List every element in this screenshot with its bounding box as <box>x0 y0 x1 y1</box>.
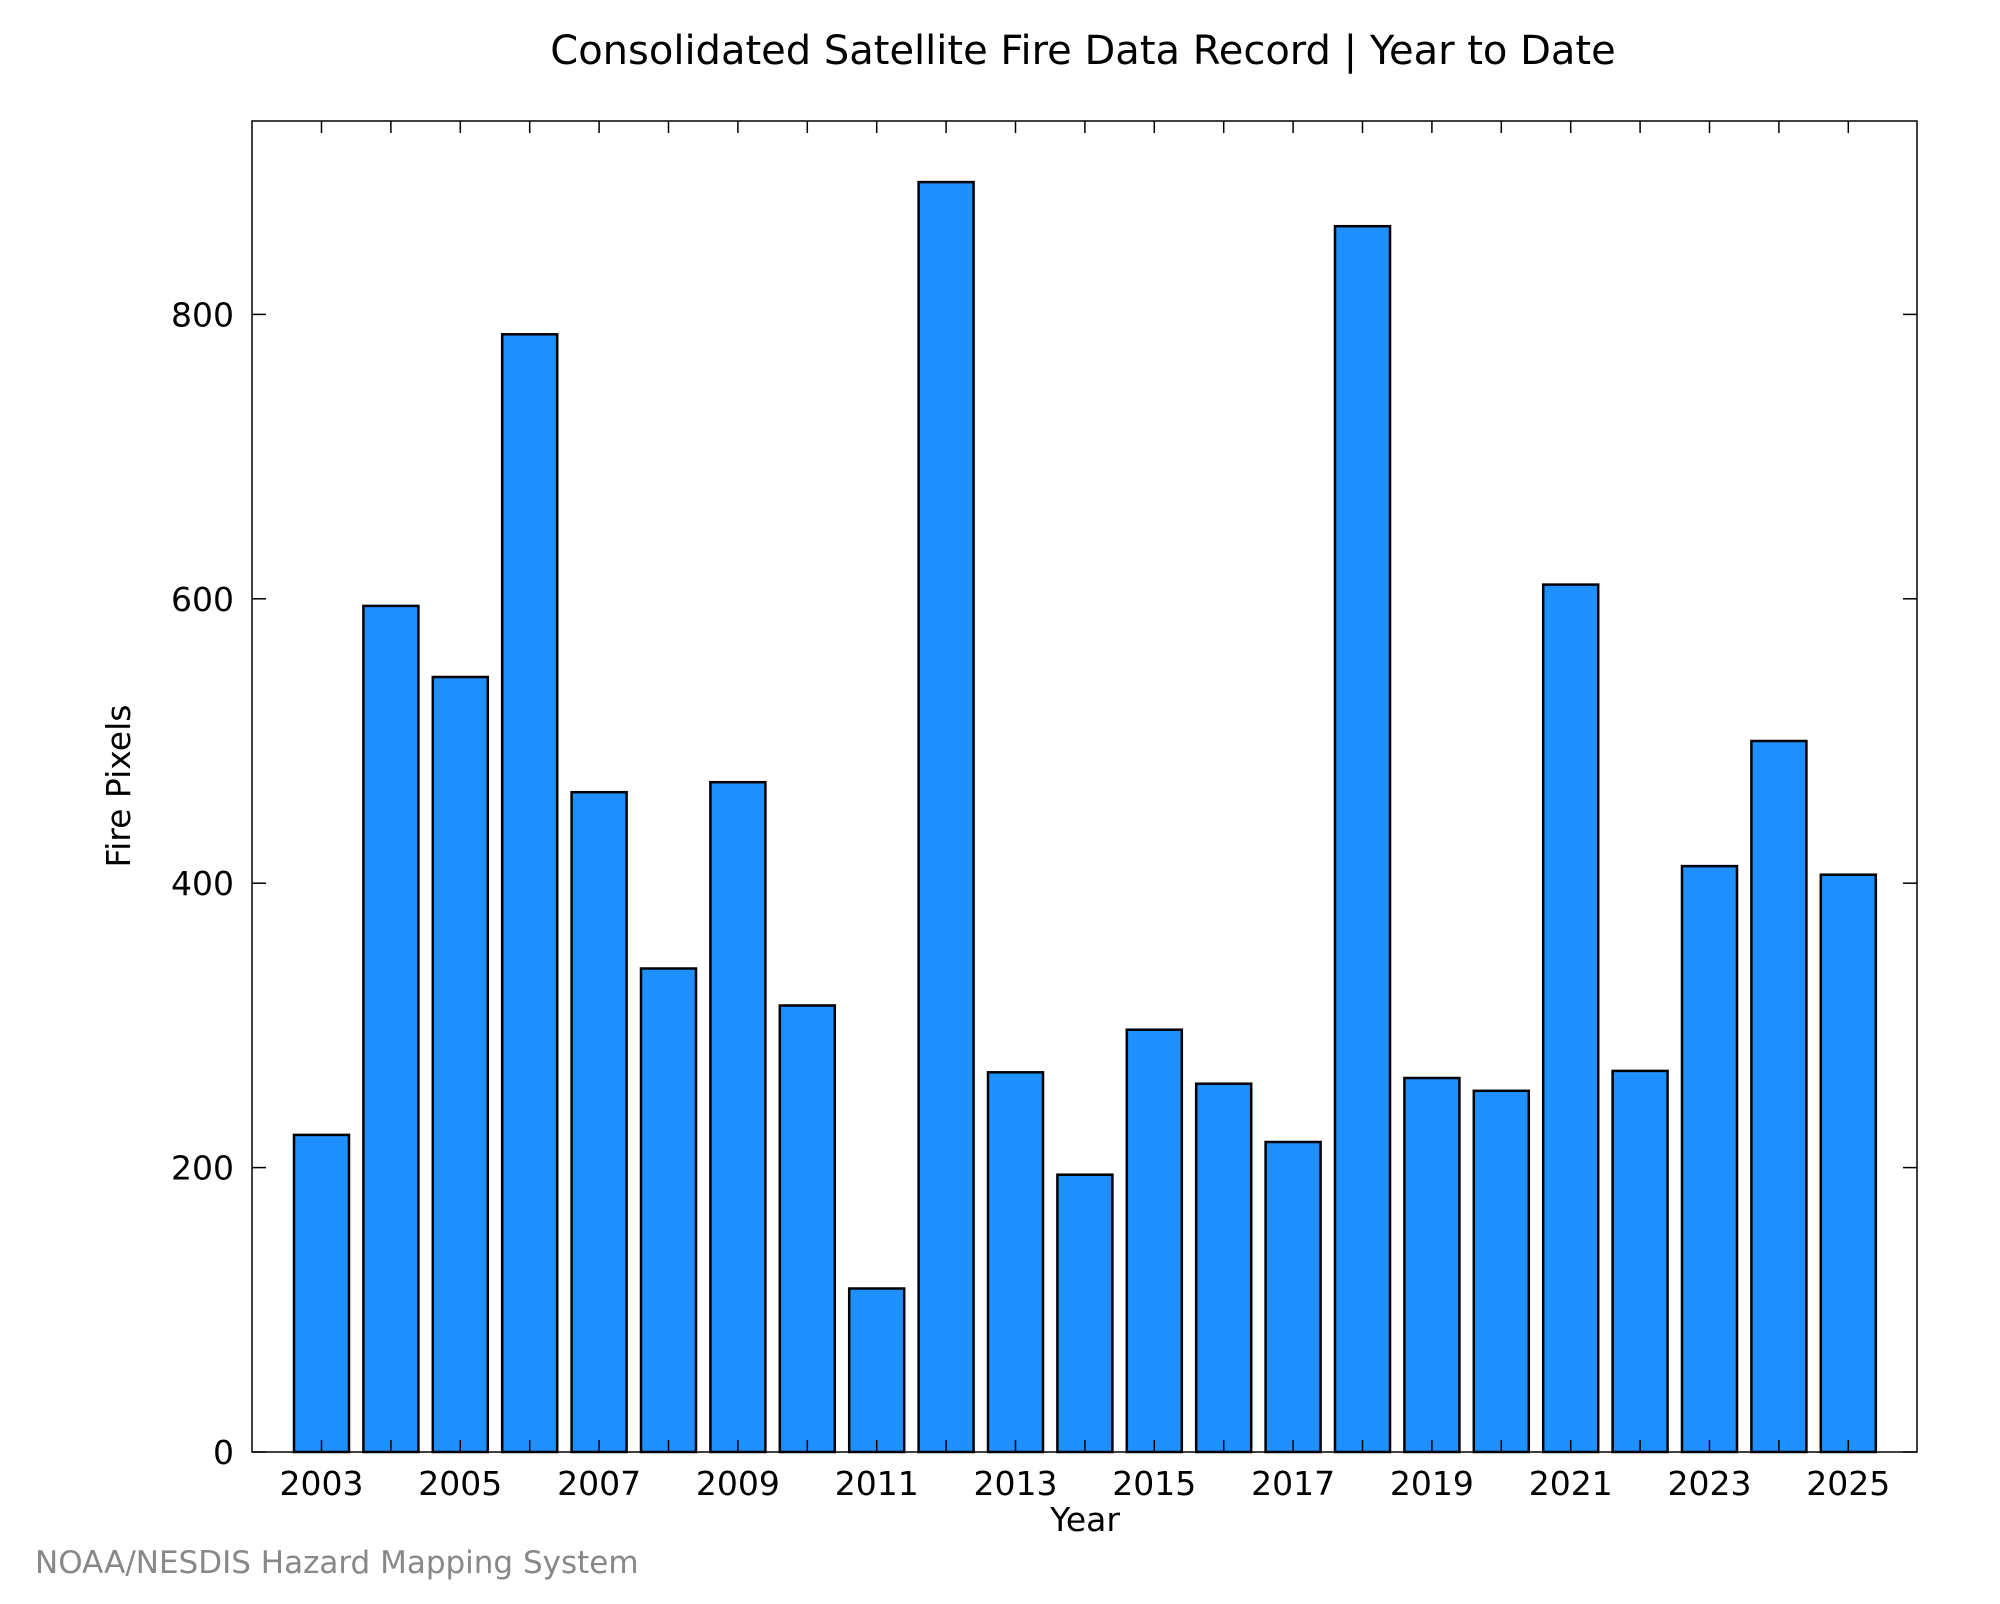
bar-2011 <box>847 1287 906 1454</box>
x-tick-label-2021: 2021 <box>1529 1464 1613 1503</box>
y-tick-label-800: 800 <box>171 295 234 334</box>
x-tick-label-2019: 2019 <box>1390 1464 1474 1503</box>
bar-2022 <box>1611 1069 1669 1454</box>
bar-2004 <box>362 604 420 1454</box>
y-tick-label-0: 0 <box>213 1433 234 1472</box>
x-tick-label-2015: 2015 <box>1112 1464 1196 1503</box>
x-tick-label-2009: 2009 <box>696 1464 780 1503</box>
y-tick-label-200: 200 <box>171 1149 234 1188</box>
x-tick-label-2025: 2025 <box>1806 1464 1890 1503</box>
bar-2024 <box>1750 739 1808 1454</box>
bar-2012 <box>917 180 975 1454</box>
bar-2013 <box>986 1071 1045 1454</box>
x-tick-label-2017: 2017 <box>1251 1464 1335 1503</box>
bar-2010 <box>778 1004 837 1454</box>
x-tick-label-2023: 2023 <box>1668 1464 1752 1503</box>
chart-title: Consolidated Satellite Fire Data Record … <box>550 28 1615 74</box>
y-axis-label: Fire Pixels <box>99 705 138 868</box>
bar-2006 <box>500 333 559 1454</box>
ticks-group: 2003 2005 2007 2009 2011 2013 2015 2017 2019 2021… <box>171 121 1917 1503</box>
x-tick-label-2007: 2007 <box>557 1464 641 1503</box>
x-tick-label-2003: 2003 <box>280 1464 364 1503</box>
bar-2007 <box>570 790 628 1454</box>
x-axis-label: Year <box>1049 1500 1120 1539</box>
bar-2020 <box>1472 1089 1531 1454</box>
bar-2017 <box>1264 1140 1322 1454</box>
x-tick-label-2011: 2011 <box>835 1464 919 1503</box>
plot-frame <box>251 120 1918 1453</box>
x-tick-label-2005: 2005 <box>418 1464 502 1503</box>
y-tick-label-400: 400 <box>171 864 234 903</box>
bar-2023 <box>1680 864 1739 1454</box>
x-tick-label-2013: 2013 <box>974 1464 1058 1503</box>
bar-2015 <box>1125 1028 1184 1454</box>
bars-group <box>292 180 1878 1454</box>
bar-2019 <box>1403 1076 1461 1454</box>
bar-2014 <box>1056 1173 1114 1454</box>
y-tick-label-600: 600 <box>171 580 234 619</box>
credit-text: NOAA/NESDIS Hazard Mapping System <box>35 1545 639 1581</box>
bar-2016 <box>1194 1082 1253 1454</box>
bar-2025 <box>1819 873 1878 1454</box>
bar-2009 <box>709 780 767 1454</box>
bar-2003 <box>292 1133 351 1454</box>
bar-2008 <box>639 967 698 1454</box>
bar-2005 <box>431 675 490 1454</box>
bar-2021 <box>1541 583 1600 1454</box>
bar-2018 <box>1333 224 1392 1454</box>
